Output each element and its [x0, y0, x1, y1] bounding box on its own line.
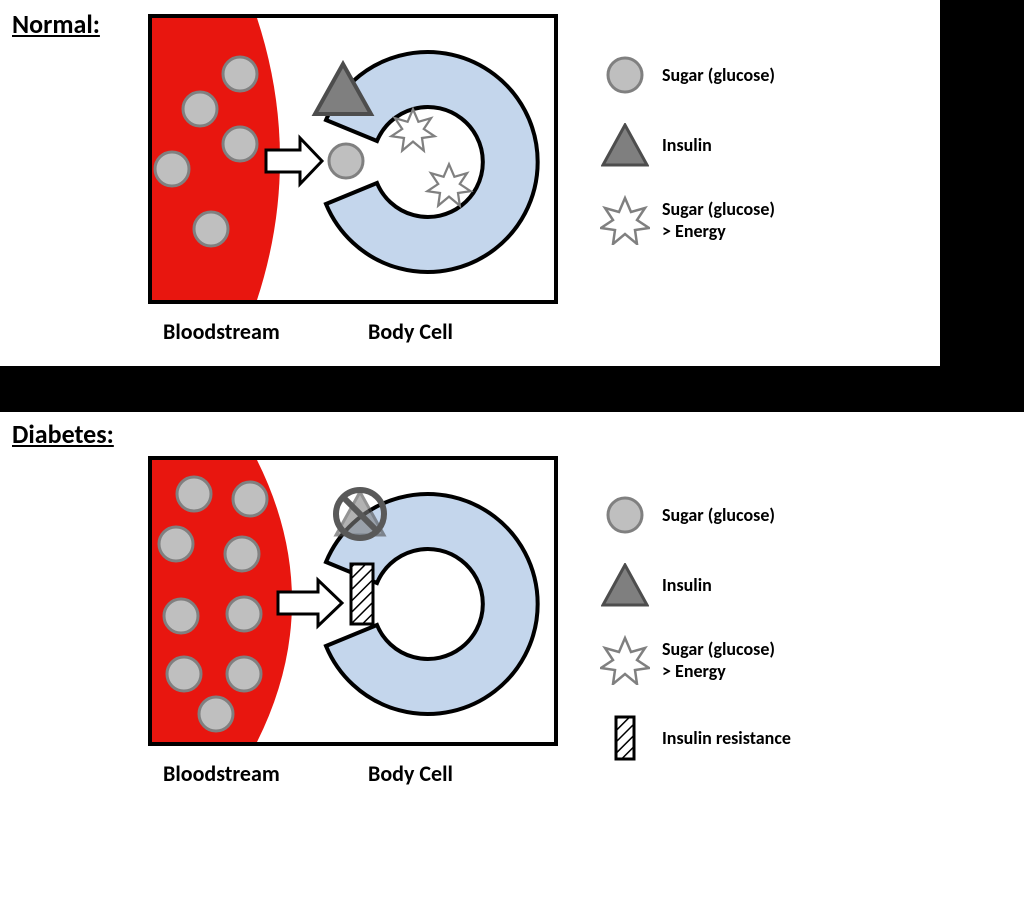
legend-diabetes: Sugar (glucose) Insulin Sugar (glucose) …: [600, 495, 791, 791]
legend-label-sugar: Sugar (glucose): [662, 64, 775, 87]
sugar-blood-2: [223, 57, 257, 91]
s9: [199, 697, 233, 731]
s8: [227, 657, 261, 691]
energy-icon: [600, 195, 650, 245]
label-bodycell-diabetes: Body Cell: [368, 760, 453, 787]
insulin-icon: [600, 563, 650, 607]
label-bloodstream-normal: Bloodstream: [163, 318, 280, 345]
legend-row-insulin-d: Insulin: [600, 563, 791, 607]
s4: [225, 537, 259, 571]
resistance-block: [351, 564, 373, 624]
insulin-icon: [600, 123, 650, 167]
divider-strip: [0, 366, 1024, 412]
sugar-blood-3: [155, 152, 189, 186]
legend-label-insulin: Insulin: [662, 134, 712, 157]
sugar-blood-5: [194, 212, 228, 246]
s2: [233, 482, 267, 516]
panel-normal: Normal:: [0, 0, 1024, 413]
sugar-icon: [600, 495, 650, 535]
s5: [164, 599, 198, 633]
legend-row-sugar: Sugar (glucose): [600, 55, 775, 95]
diagram-normal: [148, 14, 558, 304]
label-bodycell-normal: Body Cell: [368, 318, 453, 345]
diagram-diabetes: [148, 456, 558, 746]
s3: [159, 527, 193, 561]
legend-row-energy-d: Sugar (glucose) > Energy: [600, 635, 791, 685]
legend-label-energy: Sugar (glucose) > Energy: [662, 198, 775, 243]
s7: [167, 657, 201, 691]
sugar-entering: [329, 144, 363, 178]
legend-label-insulin-d: Insulin: [662, 574, 712, 597]
s1: [177, 477, 211, 511]
label-bloodstream-diabetes: Bloodstream: [163, 760, 280, 787]
legend-row-energy: Sugar (glucose) > Energy: [600, 195, 775, 245]
resistance-icon: [600, 713, 650, 763]
legend-label-resistance: Insulin resistance: [662, 727, 791, 750]
legend-normal: Sugar (glucose) Insulin Sugar (glucose) …: [600, 55, 775, 273]
legend-label-sugar-d: Sugar (glucose): [662, 504, 775, 527]
legend-row-resistance: Insulin resistance: [600, 713, 791, 763]
diagram-svg-normal: [152, 18, 554, 300]
legend-row-insulin: Insulin: [600, 123, 775, 167]
energy-icon: [600, 635, 650, 685]
sugar-blood-4: [223, 127, 257, 161]
s6: [227, 597, 261, 631]
black-strip-right: [940, 0, 1024, 373]
energy-2: [427, 164, 470, 205]
title-normal: Normal:: [12, 8, 100, 40]
diagram-svg-diabetes: [152, 460, 554, 742]
legend-label-energy-d: Sugar (glucose) > Energy: [662, 638, 775, 683]
title-diabetes: Diabetes:: [12, 418, 114, 450]
sugar-blood-1: [183, 92, 217, 126]
legend-row-sugar-d: Sugar (glucose): [600, 495, 791, 535]
sugar-icon: [600, 55, 650, 95]
